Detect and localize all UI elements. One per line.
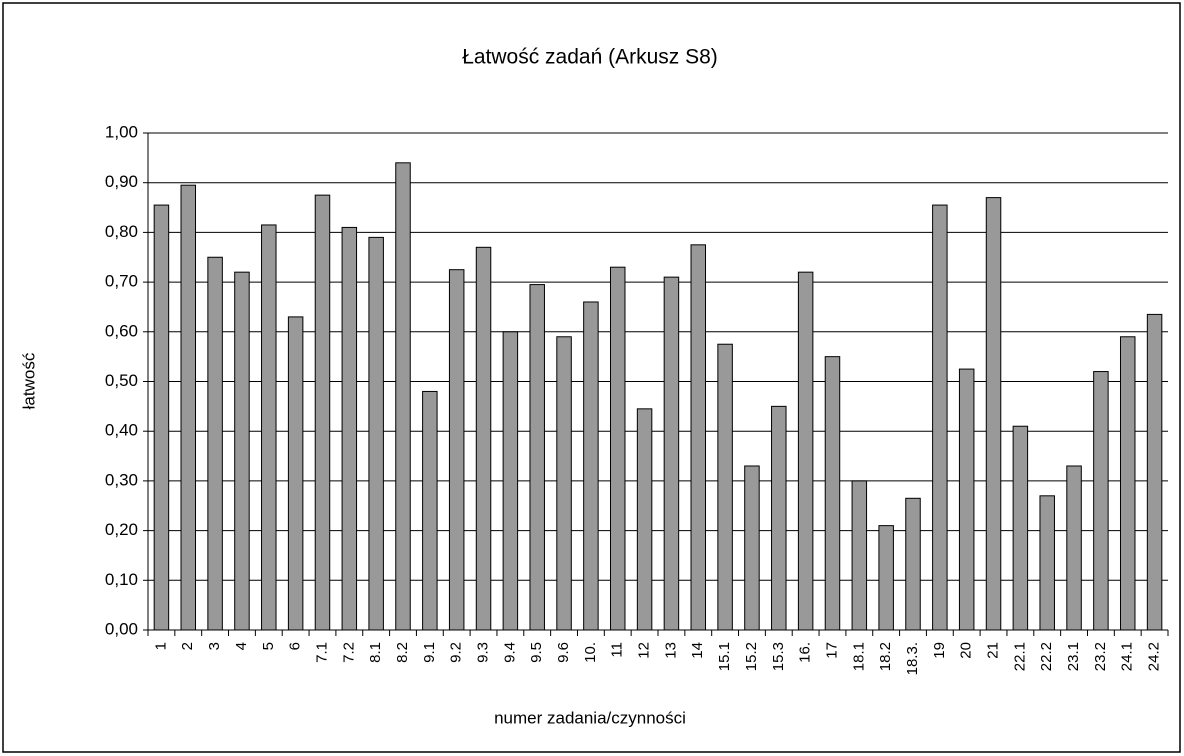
bar bbox=[475, 246, 492, 631]
bar bbox=[207, 256, 223, 631]
bar bbox=[556, 336, 572, 631]
x-tick-label: 7.1 bbox=[313, 642, 330, 663]
y-tick-label: 0,80 bbox=[105, 222, 138, 241]
bar bbox=[717, 343, 733, 631]
bar bbox=[744, 465, 760, 631]
y-tick-label: 0,50 bbox=[105, 371, 138, 390]
bar bbox=[1119, 336, 1136, 631]
x-tick-label: 17 bbox=[823, 642, 840, 659]
x-tick-label: 11 bbox=[609, 642, 626, 658]
x-tick-label: 9.3 bbox=[474, 642, 491, 663]
bar bbox=[368, 236, 384, 631]
x-tick-label: 22.1 bbox=[1011, 642, 1028, 671]
bar bbox=[663, 276, 680, 631]
x-tick-label: 23.1 bbox=[1065, 642, 1082, 671]
bar bbox=[502, 331, 519, 631]
y-axis-label: łatwość bbox=[19, 352, 38, 409]
x-tick-label: 9.6 bbox=[555, 642, 572, 663]
bar bbox=[878, 525, 894, 631]
x-tick-label: 9.4 bbox=[501, 642, 518, 663]
x-tick-label: 3 bbox=[206, 642, 223, 650]
bar bbox=[1039, 495, 1055, 631]
bar bbox=[690, 244, 707, 631]
x-tick-label: 8.2 bbox=[394, 642, 411, 663]
x-tick-label: 14 bbox=[689, 642, 706, 659]
x-tick-label: 1 bbox=[152, 642, 169, 650]
y-tick-label: 0,10 bbox=[105, 570, 138, 589]
bar bbox=[1066, 465, 1082, 631]
x-tick-label: 6 bbox=[287, 642, 304, 650]
bar bbox=[314, 194, 331, 631]
bar bbox=[1093, 371, 1109, 631]
bar bbox=[234, 271, 250, 631]
bar bbox=[985, 197, 1002, 631]
x-tick-label: 24.1 bbox=[1119, 642, 1136, 671]
x-tick-label: 10. bbox=[582, 642, 599, 663]
x-tick-label: 13 bbox=[662, 642, 679, 659]
bar bbox=[529, 284, 545, 631]
bar bbox=[583, 301, 599, 631]
bar bbox=[851, 480, 868, 631]
y-tick-label: 0,20 bbox=[105, 520, 138, 539]
y-tick-label: 0,70 bbox=[105, 272, 138, 291]
x-tick-label: 18.3. bbox=[904, 642, 921, 675]
x-tick-label: 15.1 bbox=[716, 642, 733, 671]
x-tick-label: 20 bbox=[958, 642, 975, 659]
x-tick-label: 12 bbox=[636, 642, 653, 659]
x-tick-label: 2 bbox=[179, 642, 196, 650]
x-tick-label: 21 bbox=[984, 642, 1001, 659]
x-tick-label: 9.1 bbox=[421, 642, 438, 663]
bar bbox=[958, 368, 975, 631]
x-tick-label: 23.2 bbox=[1092, 642, 1109, 671]
y-tick-label: 1,00 bbox=[105, 122, 138, 141]
bar bbox=[180, 184, 197, 631]
x-tick-label: 9.2 bbox=[448, 642, 465, 663]
bar bbox=[422, 390, 438, 631]
x-tick-label: 9.5 bbox=[528, 642, 545, 663]
bar bbox=[905, 497, 921, 631]
bar bbox=[153, 204, 170, 631]
bar bbox=[341, 226, 358, 631]
bar bbox=[797, 271, 814, 631]
bar bbox=[448, 269, 465, 631]
x-tick-label: 19 bbox=[931, 642, 948, 659]
y-tick-label: 0,00 bbox=[105, 619, 138, 638]
bar bbox=[609, 266, 626, 631]
bar bbox=[1012, 425, 1029, 631]
x-tick-label: 18.2 bbox=[877, 642, 894, 671]
x-tick-label: 5 bbox=[260, 642, 277, 650]
x-tick-label: 18.1 bbox=[850, 642, 867, 671]
bar bbox=[395, 162, 411, 631]
x-tick-label: 15.3 bbox=[770, 642, 787, 671]
y-tick-label: 0,90 bbox=[105, 172, 138, 191]
x-tick-label: 4 bbox=[233, 642, 250, 650]
bar bbox=[636, 408, 653, 631]
x-tick-label: 8.1 bbox=[367, 642, 384, 663]
bar bbox=[771, 405, 787, 631]
bar bbox=[824, 356, 841, 631]
y-tick-label: 0,60 bbox=[105, 321, 138, 340]
chart-title: Łatwość zadań (Arkusz S8) bbox=[462, 46, 718, 69]
x-axis-label: numer zadania/czynności bbox=[494, 708, 686, 727]
bar bbox=[287, 316, 304, 631]
bar bbox=[932, 204, 948, 631]
x-tick-label: 16. bbox=[797, 642, 814, 663]
x-tick-label: 15.2 bbox=[743, 642, 760, 671]
y-tick-label: 0,30 bbox=[105, 470, 138, 489]
x-tick-label: 7.2 bbox=[340, 642, 357, 663]
bar bbox=[261, 224, 277, 631]
bar bbox=[1146, 313, 1163, 631]
x-tick-label: 22.2 bbox=[1038, 642, 1055, 671]
y-tick-label: 0,40 bbox=[105, 421, 138, 440]
x-tick-label: 24.2 bbox=[1146, 642, 1163, 671]
